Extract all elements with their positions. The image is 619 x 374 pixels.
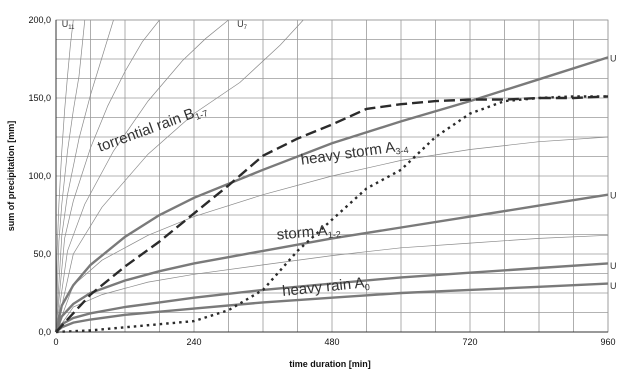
thin-curve-5: [55, 19, 229, 333]
event-curves: [55, 95, 609, 334]
curve-labels: torrential rain B1-7 heavy storm A3-4 stor…: [62, 19, 617, 300]
dotted-event-curve: [55, 95, 608, 334]
y-tick-label: 100,0: [28, 171, 51, 181]
u-label-u11: U11: [62, 19, 75, 31]
region-label-storm: storm A1-2: [276, 221, 341, 244]
grid: [55, 19, 609, 333]
x-axis-title: time duration [min]: [289, 359, 371, 369]
thick-curve-3: [55, 262, 609, 333]
y-tick-label: 200,0: [28, 15, 51, 25]
region-label-torrential: torrential rain B1-7: [95, 100, 209, 156]
x-tick-label: 480: [324, 337, 339, 347]
thin-curve-2: [55, 19, 86, 333]
dashed-event-curve: [55, 95, 609, 333]
u-label-u_a: U: [610, 53, 617, 63]
thin-curve-1: [55, 19, 74, 333]
u-label-u7: U7: [237, 19, 248, 31]
thin-curve-6: [55, 19, 304, 333]
thick-curve-2: [54, 193, 609, 333]
thin-curve-8: [55, 234, 609, 333]
thin-curve-4: [55, 19, 160, 333]
thin-reference-curves: [55, 19, 609, 333]
u-label-u_b: U: [610, 191, 617, 201]
thick-curve-4: [55, 282, 609, 333]
x-tick-label: 960: [600, 337, 615, 347]
axes: [55, 20, 608, 333]
region-label-heavy_storm: heavy storm A3-4: [300, 137, 410, 170]
x-tick-label: 720: [462, 337, 477, 347]
y-tick-label: 50,0: [33, 249, 51, 259]
thin-curve-7: [55, 136, 609, 333]
y-axis-title: sum of precipitation [mm]: [6, 121, 16, 232]
y-tick-label: 150,0: [28, 93, 51, 103]
u-label-u_c: U: [610, 261, 617, 271]
y-tick-label: 0,0: [38, 327, 51, 337]
thick-curve-1: [54, 56, 609, 333]
thin-curve-3: [55, 19, 114, 333]
x-tick-label: 0: [53, 337, 58, 347]
x-tick-label: 240: [186, 337, 201, 347]
thick-reference-curves: [54, 56, 609, 333]
tick-labels: 0 240 480 720 960 0,0 50,0 100,0 150,0 200,0: [28, 15, 615, 347]
u-label-u_d: U: [610, 281, 617, 291]
